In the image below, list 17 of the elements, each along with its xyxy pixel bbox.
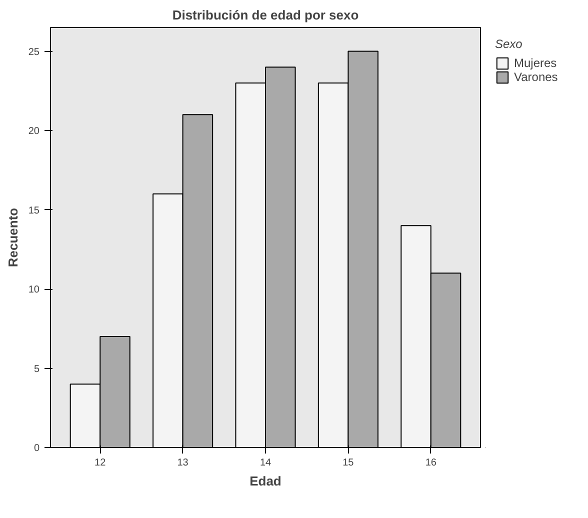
chart-title: Distribución de edad por sexo [172, 8, 359, 22]
x-tick-label: 16 [425, 458, 437, 468]
x-axis-title: Edad [250, 474, 282, 488]
x-tick-label: 12 [94, 458, 106, 468]
y-tick-label: 25 [28, 46, 40, 58]
y-tick-label: 10 [28, 284, 40, 296]
y-tick-label: 20 [28, 126, 40, 138]
y-tick-label: 5 [34, 364, 40, 375]
y-axis-title: Recuento [5, 208, 20, 268]
y-tick-label: 15 [28, 205, 40, 216]
legend-label: Mujeres [514, 56, 557, 70]
legend-label: Varones [514, 70, 558, 84]
x-tick-label: 14 [260, 458, 272, 468]
y-tick-label: 0 [34, 443, 40, 454]
x-tick-label: 15 [342, 458, 354, 468]
legend-title: Sexo [495, 37, 524, 51]
x-tick-label: 13 [177, 458, 189, 468]
